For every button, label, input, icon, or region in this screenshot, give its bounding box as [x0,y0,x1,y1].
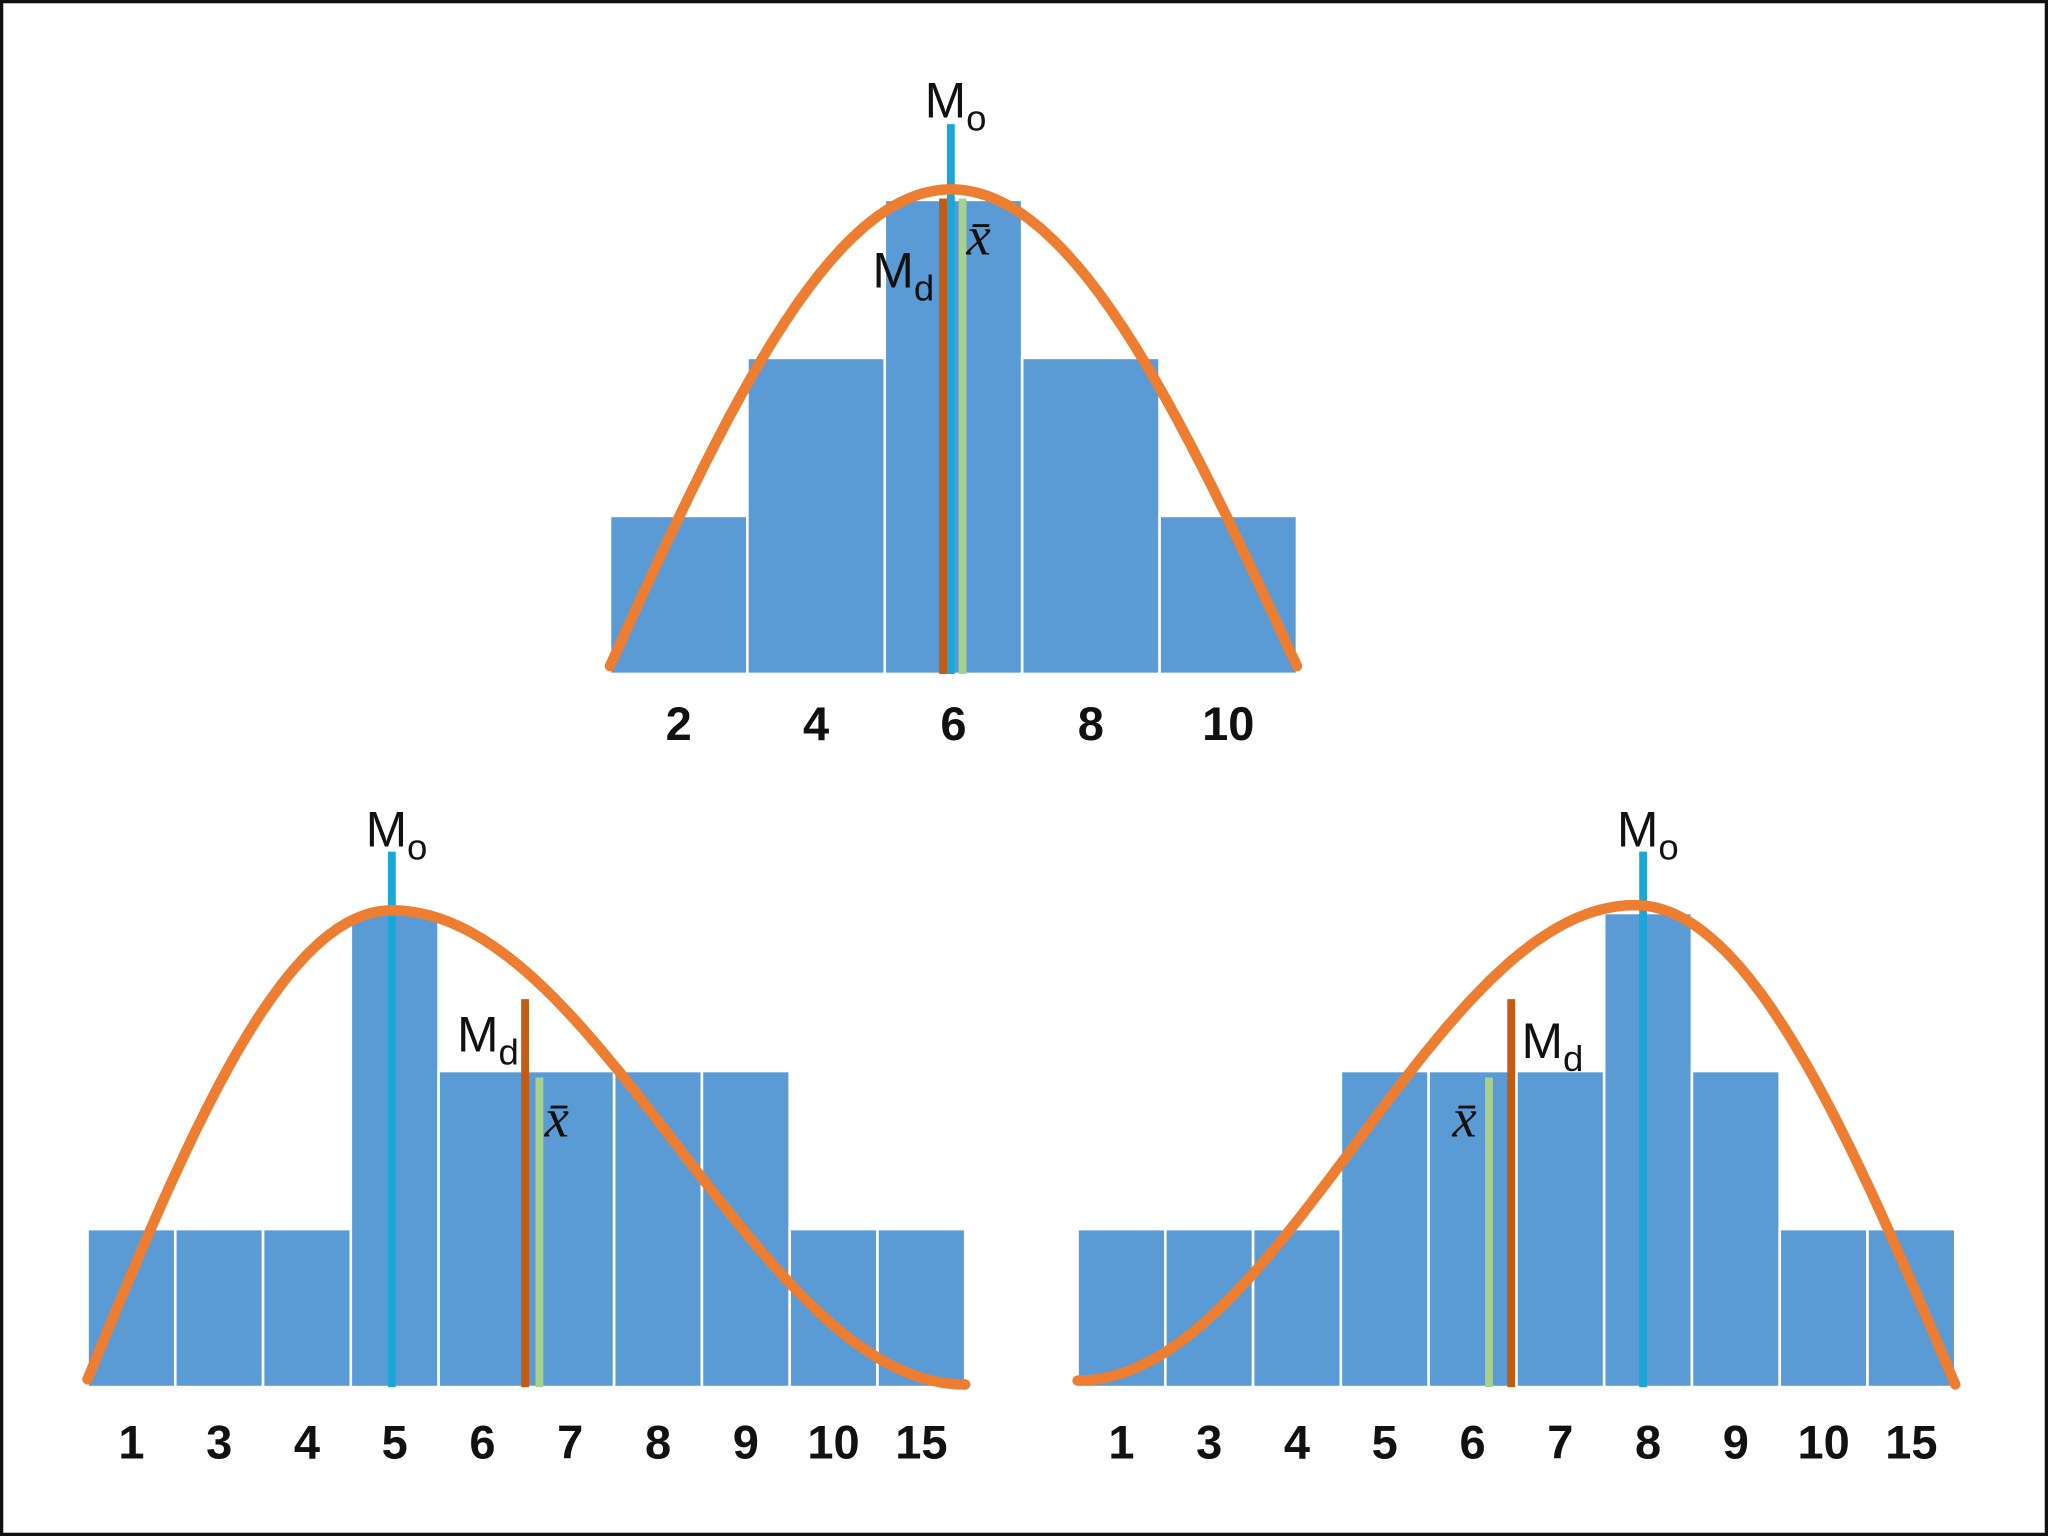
bar [1339,1069,1430,1389]
bar [86,1227,177,1389]
bar [1602,911,1694,1389]
x-tick-label: 15 [895,1415,947,1468]
bar [608,514,749,676]
annotation-text: M [872,242,913,298]
bar [1164,1227,1255,1389]
annotation-label: Md [872,242,934,308]
x-tick-label: 9 [733,1415,759,1468]
bar [1778,1227,1869,1389]
annotation-subscript: d [914,267,934,308]
annotation-text: x̄ [966,206,991,267]
bar [1020,356,1161,676]
x-tick-label: 10 [1202,697,1254,750]
x-tick-label: 1 [118,1415,144,1468]
bar [1515,1069,1606,1389]
annotation-label: x̄ [1451,1087,1476,1148]
distribution-curve [1072,899,1961,1390]
annotation-subscript: o [1658,826,1678,867]
x-tick-label: 7 [557,1415,583,1468]
x-tick-label: 6 [940,697,966,750]
x-tick-label: 15 [1885,1415,1937,1468]
x-tick-label: 10 [1797,1415,1849,1468]
x-tick-label: 8 [1078,697,1104,750]
bar [1158,514,1299,676]
x-tick-label: 5 [1372,1415,1398,1468]
x-tick-label: 3 [206,1415,232,1468]
bar [173,1227,265,1389]
annotation-text: M [457,1006,498,1062]
x-tick-label: 4 [1284,1415,1310,1468]
x-tick-label: 9 [1723,1415,1749,1468]
x-tick-label: 2 [666,697,692,750]
x-tick-label: 8 [1635,1415,1661,1468]
annotation-subscript: o [966,98,986,139]
annotation-label: x̄ [544,1087,569,1148]
annotation-label: Md [457,1006,519,1072]
x-tick-label: 5 [382,1415,408,1468]
x-tick-label: 8 [645,1415,671,1468]
bar [1690,1069,1782,1389]
annotation-text: M [366,801,407,857]
annotation-text: M [1522,1013,1563,1069]
annotation-label: Mo [925,73,987,139]
annotation-text: M [1617,801,1658,857]
bar [746,356,887,676]
annotation-subscript: d [498,1031,518,1072]
x-tick-label: 4 [803,697,829,750]
annotation-text: M [925,73,966,129]
x-tick-label: 1 [1108,1415,1134,1468]
annotation-label: Mo [366,801,428,867]
annotation-subscript: o [407,826,427,867]
annotation-label: Mo [1617,801,1679,867]
annotation-label: Md [1522,1013,1584,1079]
x-tick-label: 3 [1196,1415,1222,1468]
distribution-curve [82,905,971,1390]
annotation-text: x̄ [544,1087,569,1148]
bar [788,1227,879,1389]
x-tick-label: 7 [1547,1415,1573,1468]
annotation-subscript: d [1563,1038,1583,1079]
annotation-label: x̄ [966,206,991,267]
x-tick-label: 4 [294,1415,320,1468]
x-tick-label: 6 [469,1415,495,1468]
bar [261,1227,353,1389]
distribution-curve [604,184,1303,672]
x-tick-label: 6 [1459,1415,1485,1468]
bar [1427,1069,1518,1389]
x-tick-label: 10 [807,1415,859,1468]
bar [437,1069,528,1389]
annotation-text: x̄ [1451,1087,1476,1148]
